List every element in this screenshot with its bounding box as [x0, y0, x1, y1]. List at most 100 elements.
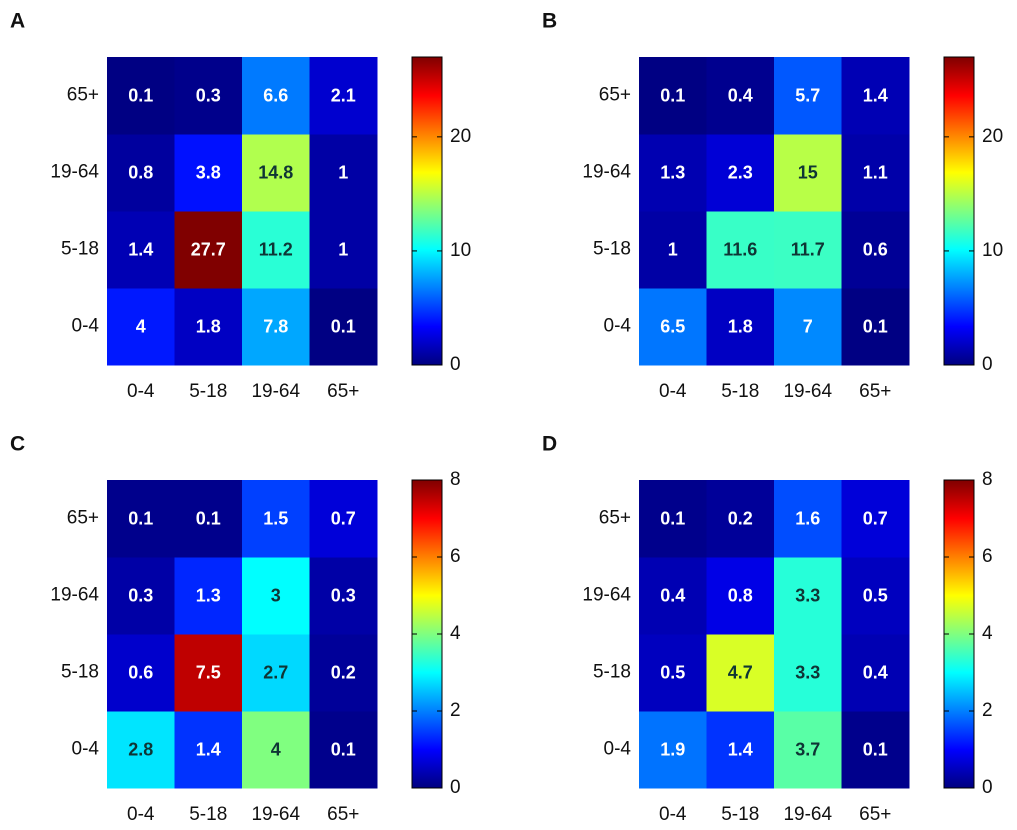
colorbar-tick-label: 0: [982, 777, 993, 798]
colorbar-tick-label: 8: [450, 469, 461, 490]
x-tick-label: 65+: [859, 804, 891, 825]
cell-label: 0.7: [331, 508, 356, 528]
heatmap-cell: [639, 711, 707, 789]
y-tick-label: 65+: [67, 85, 99, 106]
cell-label: 11.6: [723, 239, 757, 259]
cell-label: 0.1: [196, 508, 221, 528]
cell-label: 0.5: [660, 662, 685, 682]
heatmap-cell: [841, 134, 910, 212]
heatmap-cell: [841, 711, 910, 789]
heatmap-cell: [309, 57, 378, 135]
heatmap-cell: [309, 711, 378, 789]
heatmap-cell: [774, 480, 842, 558]
cell-label: 11.2: [259, 239, 293, 259]
heatmap-cell: [242, 211, 310, 289]
heatmap-cell: [174, 634, 243, 712]
heatmap-cell: [706, 634, 775, 712]
x-tick-label: 5-18: [721, 381, 759, 402]
cell-label: 1.3: [660, 162, 685, 182]
cell-label: 0.6: [863, 239, 888, 259]
x-tick-label: 19-64: [251, 381, 300, 402]
heatmap-cell: [639, 211, 707, 289]
heatmap-cell: [309, 557, 378, 635]
cell-label: 0.1: [863, 316, 888, 336]
heatmap-cell: [639, 634, 707, 712]
x-tick-label: 19-64: [783, 804, 832, 825]
cell-label: 5.7: [795, 85, 820, 105]
heatmap-cell: [242, 557, 310, 635]
cell-label: 1: [338, 162, 348, 182]
cell-label: 15: [798, 162, 818, 182]
cell-label: 0.4: [728, 85, 753, 105]
heatmap-cell: [174, 557, 243, 635]
heatmap-cell: [639, 557, 707, 635]
heatmap-cell: [706, 57, 775, 135]
cell-label: 6.6: [263, 85, 288, 105]
heatmap-cell: [841, 57, 910, 135]
y-tick-label: 5-18: [593, 239, 631, 260]
heatmap-cell: [174, 288, 243, 366]
colorbar-tick-label: 0: [982, 354, 993, 375]
cell-label: 7: [803, 316, 813, 336]
cell-label: 0.1: [331, 316, 356, 336]
heatmap-cell: [107, 634, 175, 712]
heatmap-cell: [841, 634, 910, 712]
cell-label: 14.8: [258, 162, 293, 182]
heatmap-cell: [841, 480, 910, 558]
heatmap-cell: [841, 288, 910, 366]
heatmap-cell: [774, 557, 842, 635]
cell-label: 1.4: [128, 239, 153, 259]
heatmap-cell: [774, 288, 842, 366]
cell-label: 0.7: [863, 508, 888, 528]
y-tick-label: 0-4: [604, 316, 632, 337]
heatmap-cell: [242, 134, 310, 212]
cell-label: 1.9: [660, 739, 685, 759]
y-tick-label: 0-4: [604, 739, 632, 760]
heatmap-cell: [107, 711, 175, 789]
cell-label: 11.7: [791, 239, 825, 259]
cell-label: 0.3: [128, 585, 153, 605]
x-tick-label: 19-64: [251, 804, 300, 825]
cell-label: 6.5: [660, 316, 685, 336]
heatmap-cell: [107, 288, 175, 366]
cell-label: 0.1: [863, 739, 888, 759]
cell-label: 0.5: [863, 585, 888, 605]
heatmap-cell: [774, 634, 842, 712]
y-tick-label: 65+: [67, 508, 99, 529]
colorbar-tick-label: 10: [450, 240, 471, 261]
y-tick-label: 5-18: [61, 239, 99, 260]
cell-label: 0.8: [128, 162, 153, 182]
cell-label: 2.3: [728, 162, 753, 182]
x-tick-label: 0-4: [127, 804, 155, 825]
heatmap-cell: [174, 134, 243, 212]
cell-label: 0.2: [728, 508, 753, 528]
x-tick-label: 5-18: [189, 381, 227, 402]
cell-label: 1: [668, 239, 678, 259]
x-tick-label: 19-64: [783, 381, 832, 402]
colorbar-tick-label: 6: [982, 546, 993, 567]
x-tick-label: 65+: [327, 381, 359, 402]
heatmap-cell: [107, 57, 175, 135]
x-tick-label: 0-4: [659, 804, 687, 825]
colorbar-tick-label: 0: [450, 354, 461, 375]
heatmap-cell: [309, 480, 378, 558]
cell-label: 2.8: [128, 739, 153, 759]
cell-label: 0.8: [728, 585, 753, 605]
heatmap-cell: [309, 634, 378, 712]
cell-label: 0.1: [128, 508, 153, 528]
heatmap-cell: [706, 288, 775, 366]
y-tick-label: 0-4: [72, 739, 100, 760]
cell-label: 1.3: [196, 585, 221, 605]
heatmap-cell: [841, 557, 910, 635]
colorbar-tick-label: 10: [982, 240, 1003, 261]
cell-label: 4: [271, 739, 281, 759]
colorbar-tick-label: 20: [982, 126, 1003, 147]
heatmap-cell: [242, 57, 310, 135]
cell-label: 4: [136, 316, 146, 336]
cell-label: 1.8: [728, 316, 753, 336]
x-tick-label: 65+: [859, 381, 891, 402]
x-tick-label: 5-18: [189, 804, 227, 825]
heatmap-cell: [107, 557, 175, 635]
colorbar: [411, 56, 443, 366]
